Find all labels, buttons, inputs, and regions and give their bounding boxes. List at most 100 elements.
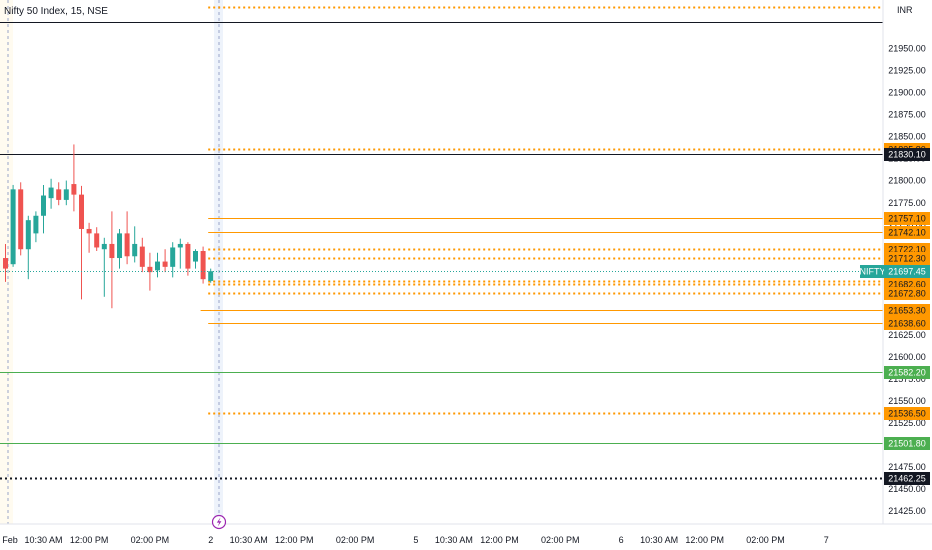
price-tick-label: 21600.00 bbox=[888, 352, 926, 362]
candle-body bbox=[185, 243, 191, 269]
time-tick-label: 02:00 PM bbox=[541, 535, 580, 545]
candle-body bbox=[63, 189, 69, 200]
price-tag-label: 21672.80 bbox=[888, 289, 926, 299]
price-axis[interactable]: 21950.00 21925.00 21900.00 21875.00 21850.00… bbox=[860, 0, 931, 524]
time-tick-label: 10:30 AM bbox=[230, 535, 268, 545]
price-tag-bg bbox=[884, 212, 930, 225]
price-tag-label: 21742.10 bbox=[888, 228, 926, 238]
price-tag-bg bbox=[884, 304, 930, 317]
chart-title[interactable]: Nifty 50 Index, 15, NSE bbox=[4, 6, 108, 17]
price-tag: 21501.80 bbox=[884, 437, 930, 450]
price-tag-bg bbox=[884, 366, 930, 379]
candle bbox=[41, 184, 46, 234]
time-axis[interactable]: Feb 10:30 AM 12:00 PM 02:00 PM 2 10:30 AM 12:0… bbox=[0, 523, 932, 545]
candle bbox=[193, 249, 198, 269]
candle-body bbox=[124, 233, 130, 257]
candle-body bbox=[177, 243, 183, 248]
price-tick-label: 21425.00 bbox=[888, 506, 926, 516]
price-tag-label: 21682.60 bbox=[888, 280, 926, 290]
candle-body bbox=[200, 250, 206, 280]
time-tick-label: 12:00 PM bbox=[70, 535, 109, 545]
price-tag-label: 21653.30 bbox=[888, 306, 926, 316]
currency-label[interactable]: INR bbox=[897, 5, 913, 15]
price-tick-label: 21775.00 bbox=[888, 198, 926, 208]
candle-body bbox=[94, 233, 100, 248]
candle-body bbox=[117, 233, 122, 259]
candle-body bbox=[71, 184, 77, 195]
candle bbox=[33, 211, 39, 243]
price-tag-bg bbox=[884, 472, 930, 485]
candle bbox=[56, 182, 62, 206]
candle bbox=[101, 237, 107, 297]
candle bbox=[86, 222, 92, 253]
candle-body bbox=[208, 271, 214, 281]
time-tick-label: 12:00 PM bbox=[275, 535, 314, 545]
event-marker[interactable] bbox=[211, 514, 227, 530]
price-tick-label: 21625.00 bbox=[888, 330, 926, 340]
time-tick-label: 12:00 PM bbox=[685, 535, 724, 545]
candle-body bbox=[155, 261, 160, 271]
price-tag: 21742.10 bbox=[884, 226, 930, 239]
time-tick-label: 2 bbox=[208, 535, 213, 545]
candle-body bbox=[56, 189, 62, 200]
price-tag: 21536.50 bbox=[884, 407, 930, 420]
candle-body bbox=[79, 194, 84, 229]
time-tick-label: 02:00 PM bbox=[131, 535, 170, 545]
last-price-tag-bg bbox=[884, 265, 930, 278]
candle bbox=[25, 215, 31, 280]
candle bbox=[170, 242, 176, 278]
price-tag-label: 21462.25 bbox=[888, 474, 926, 484]
candle bbox=[177, 238, 183, 269]
candle bbox=[200, 246, 206, 284]
session-break-shade bbox=[214, 0, 223, 524]
price-tag: 21830.10 bbox=[884, 148, 930, 161]
time-tick-label: 7 bbox=[824, 535, 829, 545]
price-tick-label: 21850.00 bbox=[888, 132, 926, 142]
candle-body bbox=[193, 250, 198, 262]
candle-body bbox=[3, 258, 8, 269]
candle-body bbox=[48, 187, 54, 199]
candle-body bbox=[162, 261, 168, 267]
time-tick-label: 6 bbox=[619, 535, 624, 545]
candle bbox=[71, 144, 77, 212]
time-tick-label: 5 bbox=[413, 535, 418, 545]
candle bbox=[94, 227, 100, 251]
candles bbox=[3, 144, 214, 309]
candle-body bbox=[41, 195, 46, 216]
time-tick-labels: Feb 10:30 AM 12:00 PM 02:00 PM 2 10:30 AM 12:0… bbox=[2, 535, 829, 545]
price-tag-bg bbox=[884, 437, 930, 450]
time-tick-label: Feb bbox=[2, 535, 18, 545]
last-price-tag: NIFTY 21697.45 bbox=[860, 265, 930, 278]
price-tick-label: 21900.00 bbox=[888, 88, 926, 98]
candle-body bbox=[139, 246, 145, 267]
time-tick-label: 12:00 PM bbox=[480, 535, 519, 545]
candle bbox=[63, 180, 69, 206]
last-price-label: 21697.45 bbox=[888, 267, 926, 277]
price-tag: 21582.20 bbox=[884, 366, 930, 379]
lightning-bolt-icon bbox=[216, 517, 222, 527]
candle-body bbox=[10, 189, 16, 265]
price-tag-label: 21722.10 bbox=[888, 245, 926, 255]
candle bbox=[162, 249, 168, 273]
price-tick-label: 21550.00 bbox=[888, 396, 926, 406]
candle-body bbox=[132, 243, 138, 257]
candle bbox=[208, 268, 214, 283]
price-tag-bg bbox=[884, 287, 930, 300]
price-tags: 21835.8021830.1021757.1021742.1021722.10… bbox=[860, 143, 930, 485]
level-lines bbox=[0, 6, 883, 480]
price-tag-bg bbox=[884, 226, 930, 239]
candle bbox=[117, 228, 122, 269]
price-tick-label: 21525.00 bbox=[888, 418, 926, 428]
candle bbox=[3, 243, 8, 282]
price-tag: 21653.30 bbox=[884, 304, 930, 317]
time-tick-label: 10:30 AM bbox=[640, 535, 678, 545]
candle bbox=[109, 211, 115, 309]
candle-body bbox=[170, 247, 176, 267]
price-tag-bg bbox=[884, 317, 930, 330]
price-tag-label: 21638.60 bbox=[888, 319, 926, 329]
price-tick-label: 21925.00 bbox=[888, 66, 926, 76]
price-tag: 21757.10 bbox=[884, 212, 930, 225]
symbol-tag-bg bbox=[860, 265, 885, 278]
